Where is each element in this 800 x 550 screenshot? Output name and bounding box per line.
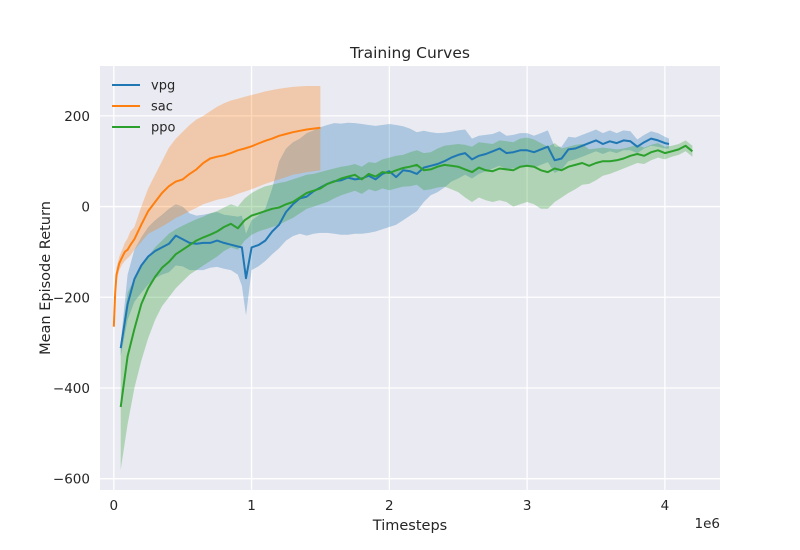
legend-label-sac: sac [151, 100, 173, 115]
vpg-confidence-band [120, 122, 669, 357]
x-axis-title: Timesteps [372, 518, 447, 534]
x-axis-scale-label: 1e6 [695, 516, 720, 532]
confidence-bands [113, 86, 693, 470]
vpg-series-line [119, 137, 670, 349]
x-tick-label: 1 [247, 498, 256, 514]
x-tick-label: 0 [109, 498, 118, 514]
ppo-confidence-band [120, 137, 693, 470]
x-tick-label: 3 [523, 498, 532, 514]
chart-title: Training Curves [349, 44, 470, 62]
y-tick-label: −600 [53, 472, 90, 488]
legend-label-vpg: vpg [151, 79, 175, 94]
sac-confidence-band [113, 86, 321, 329]
tick-labels: 0 1 2 3 4 −600 −400 −200 0 200 [53, 109, 669, 514]
legend: vpg sac ppo [112, 79, 176, 136]
y-tick-label: 200 [64, 109, 90, 125]
y-tick-label: 0 [81, 200, 90, 216]
legend-label-ppo: ppo [151, 121, 176, 136]
x-tick-label: 2 [385, 498, 394, 514]
series-lines [112, 126, 694, 408]
ppo-series-line [119, 144, 694, 408]
x-tick-label: 4 [661, 498, 670, 514]
y-tick-label: −400 [53, 381, 90, 397]
plot-background [100, 66, 720, 490]
sac-series-line [112, 126, 321, 327]
grid-lines [100, 66, 720, 490]
y-tick-label: −200 [53, 290, 90, 306]
y-axis-title: Mean Episode Return [38, 201, 54, 355]
